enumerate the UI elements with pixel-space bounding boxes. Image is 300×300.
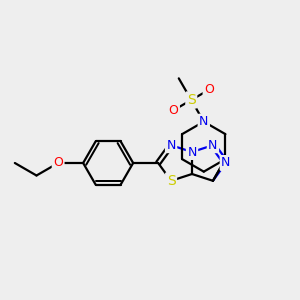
Text: N: N [199,115,208,128]
Text: O: O [169,104,178,117]
Text: O: O [53,157,63,169]
Text: S: S [187,93,196,107]
Text: N: N [208,139,218,152]
Text: N: N [187,146,197,158]
Text: S: S [167,174,176,188]
Text: N: N [221,157,230,169]
Text: O: O [204,83,214,96]
Text: N: N [167,139,176,152]
